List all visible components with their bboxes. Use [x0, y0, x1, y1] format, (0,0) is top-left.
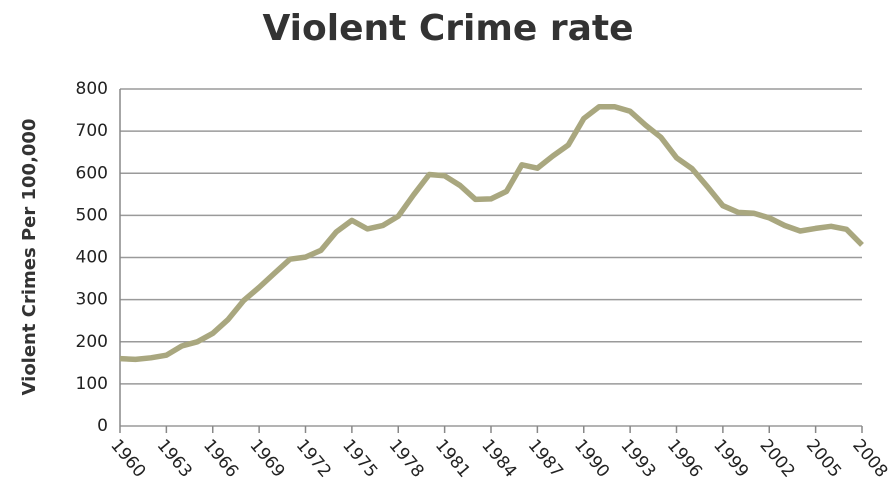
x-tick-label: 1990: [570, 436, 613, 482]
y-axis-label: Violent Crimes Per 100,000: [19, 119, 40, 396]
x-tick-label: 1996: [663, 436, 706, 482]
x-tick-label: 1993: [616, 436, 659, 482]
y-tick-label: 800: [76, 79, 108, 99]
x-tick-label: 1960: [106, 436, 149, 482]
data-line: [119, 103, 864, 363]
x-tick-label: 1981: [431, 436, 474, 482]
x-tick-label: 1987: [524, 436, 567, 482]
x-tick-label: 1984: [477, 436, 520, 482]
x-tick-label: 2002: [756, 436, 799, 482]
y-tick-label: 500: [76, 205, 108, 225]
x-tick-label: 1972: [292, 436, 335, 482]
y-tick-label: 600: [76, 163, 108, 183]
y-tick-label: 400: [76, 248, 108, 268]
x-tick-label: 1969: [245, 436, 288, 482]
x-tick-label: 1963: [153, 436, 196, 482]
y-tick-label: 700: [76, 121, 108, 141]
y-tick-label: 200: [76, 332, 108, 352]
x-tick-label: 2008: [848, 436, 891, 482]
y-tick-label: 300: [76, 290, 108, 310]
x-tick-label: 2005: [802, 436, 845, 482]
chart-title: Violent Crime rate: [262, 8, 633, 49]
x-tick-label: 1978: [385, 436, 428, 482]
x-tick-label: 1966: [199, 436, 242, 482]
y-tick-label: 0: [97, 416, 108, 436]
x-tick-label: 1975: [338, 436, 381, 482]
y-tick-label: 100: [76, 374, 108, 394]
x-tick-label: 1999: [709, 436, 752, 482]
